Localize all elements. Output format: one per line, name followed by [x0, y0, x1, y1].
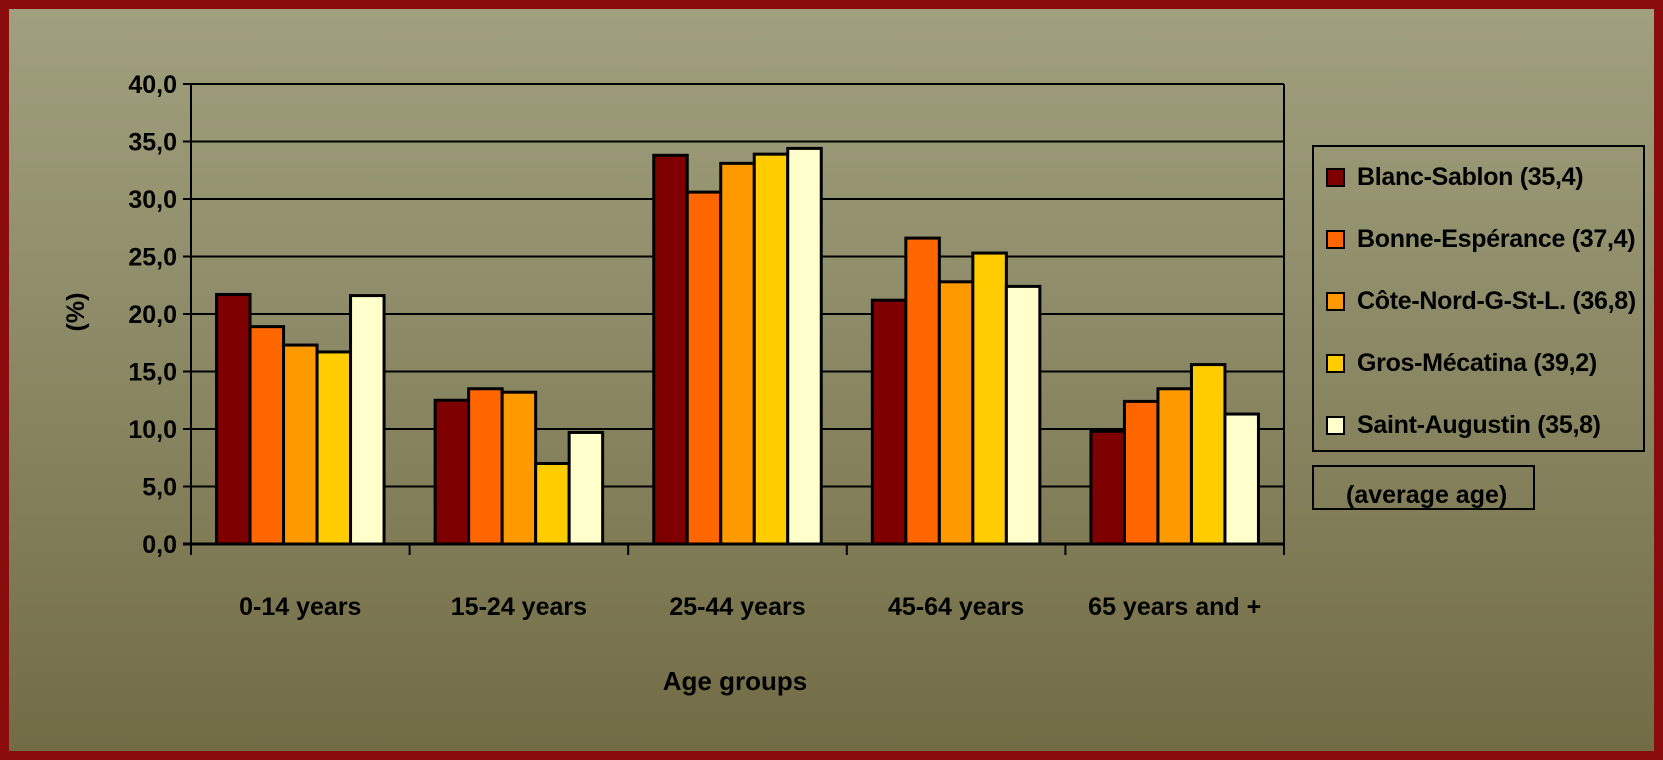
bar [349, 294, 386, 546]
legend-label: Côte-Nord-G-St-L. (36,8) [1357, 286, 1636, 315]
bar [248, 325, 286, 546]
legend-item: Bonne-Espérance (37,4) [1326, 224, 1636, 254]
legend-label: Blanc-Sablon (35,4) [1357, 162, 1584, 191]
bar [1004, 284, 1042, 546]
bar [1223, 412, 1260, 546]
legend-note-box: (average age) [1312, 465, 1535, 510]
bar [467, 387, 504, 546]
bar [433, 398, 471, 546]
x-tick-label: 65 years and + [1088, 593, 1261, 621]
legend-swatch [1326, 229, 1345, 249]
bar [215, 292, 252, 546]
x-tick-label: 45-64 years [888, 593, 1024, 621]
bar [567, 430, 605, 546]
bar [870, 298, 908, 546]
legend-item: Saint-Augustin (35,8) [1326, 410, 1601, 440]
bar [315, 350, 353, 546]
axes [183, 84, 1285, 546]
y-tick-label: 25,0 [128, 244, 177, 272]
legend-swatch [1326, 415, 1345, 435]
y-axis-label: (%) [62, 293, 90, 332]
bar [282, 343, 319, 546]
bar [971, 251, 1008, 546]
bar [1156, 387, 1193, 546]
bar [1189, 363, 1227, 546]
x-axis-ticks: 0-14 years 15-24 years 25-44 years 45-64 ye… [190, 544, 1285, 621]
y-tick-label: 40,0 [128, 71, 177, 99]
bar [1122, 399, 1160, 546]
bar [534, 462, 571, 546]
legend-label: Bonne-Espérance (37,4) [1357, 224, 1636, 253]
y-axis-ticks: 0,0 5,0 10,0 15,0 20,0 25,0 30,0 35,0 40,0 [128, 71, 191, 559]
y-tick-label: 30,0 [128, 186, 177, 214]
x-tick-label: 25-44 years [669, 593, 805, 621]
legend-swatch [1326, 167, 1345, 187]
bar [1089, 429, 1126, 546]
legend-item: Gros-Mécatina (39,2) [1326, 348, 1597, 378]
bar [652, 153, 689, 546]
legend-item: Côte-Nord-G-St-L. (36,8) [1326, 286, 1636, 316]
bar [719, 161, 756, 546]
bars [215, 146, 1260, 546]
y-tick-label: 10,0 [128, 416, 177, 444]
x-tick-label: 15-24 years [451, 593, 587, 621]
legend-label: Gros-Mécatina (39,2) [1357, 348, 1597, 377]
bar [752, 152, 790, 546]
legend-swatch [1326, 353, 1345, 373]
legend-label: Saint-Augustin (35,8) [1357, 410, 1601, 439]
bar [937, 280, 975, 546]
legend-swatch [1326, 291, 1345, 311]
bar [786, 146, 823, 546]
legend-item: Blanc-Sablon (35,4) [1326, 162, 1584, 192]
y-tick-label: 20,0 [128, 301, 177, 329]
y-tick-label: 15,0 [128, 359, 177, 387]
bar [500, 390, 538, 546]
x-axis-label: Age groups [663, 666, 807, 696]
y-tick-label: 5,0 [142, 474, 177, 502]
bar [685, 190, 723, 546]
legend-note: (average age) [1346, 481, 1508, 509]
y-tick-label: 0,0 [142, 531, 177, 559]
bar [904, 236, 941, 546]
x-tick-label: 0-14 years [239, 593, 361, 621]
legend: Blanc-Sablon (35,4) Bonne-Espérance (37,4… [1312, 145, 1645, 452]
y-tick-label: 35,0 [128, 129, 177, 157]
